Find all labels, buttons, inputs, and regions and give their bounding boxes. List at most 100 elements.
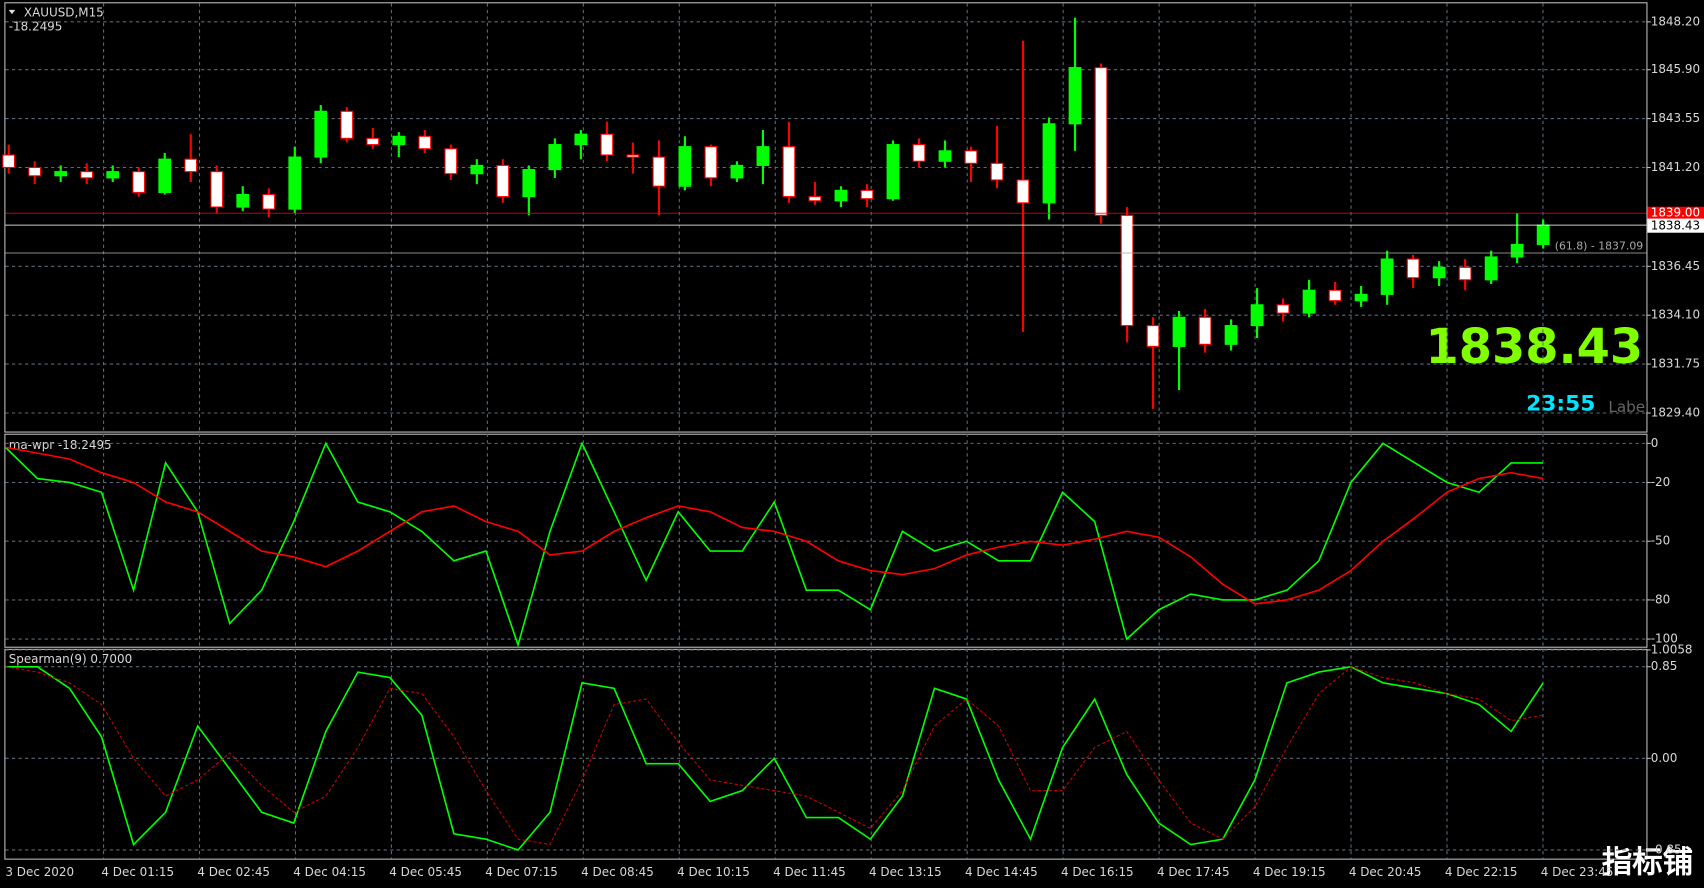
bar-timer: 23:55	[1526, 391, 1595, 416]
candle-body	[262, 193, 276, 210]
y-tick-label: -20	[1651, 475, 1670, 489]
price-tag	[1647, 218, 1704, 233]
y-tick-label: 1.0058	[1651, 642, 1693, 656]
candle-body	[834, 189, 848, 202]
y-tick-label: 1831.75	[1651, 357, 1700, 371]
candle-body	[1250, 304, 1264, 327]
x-tick-label: 4 Dec 14:45	[965, 865, 1038, 879]
candle-body	[1016, 179, 1030, 204]
candle-body	[470, 164, 484, 175]
x-tick-label: 3 Dec 2020	[5, 865, 74, 879]
candle-body	[964, 150, 978, 164]
price-tag-label: 1838.43	[1651, 219, 1700, 233]
candle-body	[1146, 325, 1160, 347]
candle-body	[132, 171, 146, 193]
x-tick-label: 4 Dec 16:15	[1061, 865, 1134, 879]
candle-body	[1198, 316, 1212, 345]
candle-body	[184, 158, 198, 173]
y-tick-label: -50	[1651, 534, 1670, 548]
candle-body	[1510, 243, 1524, 258]
candle-body	[548, 144, 562, 171]
candle-body	[782, 146, 796, 198]
candle-body	[1068, 67, 1082, 125]
panel-title: ma-wpr -18.2495	[9, 438, 112, 452]
candle-body	[236, 193, 250, 208]
candle-body	[886, 144, 900, 200]
x-tick-label: 4 Dec 05:45	[389, 865, 462, 879]
y-tick-label: 1841.20	[1651, 160, 1700, 174]
candle-body	[808, 196, 822, 202]
candle-body	[444, 148, 458, 175]
symbol-title: XAUUSD,M15	[24, 6, 104, 20]
x-tick-label: 4 Dec 01:15	[101, 865, 174, 879]
spearman-panel-frame	[4, 648, 1648, 860]
candle-body	[652, 156, 666, 187]
main-panel-frame	[4, 2, 1648, 433]
plot-layer: 3 Dec 2020 4 Dec 01:15 4 Dec 02:45 4 Dec 04…	[2, 3, 1704, 879]
candle-body	[1536, 224, 1550, 246]
y-tick-label: -100	[1651, 632, 1678, 646]
candle-body	[1094, 67, 1108, 216]
label-text: Label	[1608, 398, 1649, 416]
candle-body	[756, 146, 770, 166]
x-tick-label: 4 Dec 19:15	[1253, 865, 1326, 879]
series-line	[5, 446, 1544, 605]
candle-body	[1328, 289, 1342, 302]
candle-body	[704, 146, 718, 179]
candle-body	[106, 171, 120, 179]
y-tick-label: -80	[1651, 592, 1670, 606]
candle-body	[340, 110, 354, 139]
candle-body	[158, 158, 172, 193]
y-tick-label: 1836.45	[1651, 259, 1700, 273]
y-tick-label: 0.00	[1651, 751, 1678, 765]
candle-body	[1380, 258, 1394, 295]
candle-body	[1224, 325, 1238, 345]
candle-body	[1172, 316, 1186, 347]
candle-body	[1484, 256, 1498, 281]
series-line	[4, 441, 1544, 648]
candle-body	[1120, 214, 1134, 327]
candle-body	[54, 171, 68, 177]
candle-body	[860, 189, 874, 200]
candle-body	[1042, 123, 1056, 204]
y-tick-label: 0	[1651, 436, 1659, 450]
candle-body	[990, 162, 1004, 181]
current-price: 1838.43	[1425, 320, 1643, 375]
y-tick-label: -0.85	[1651, 842, 1682, 856]
panel-title: Spearman(9) 0.7000	[9, 652, 133, 666]
y-tick-label: 0.85	[1651, 659, 1678, 673]
y-tick-label: 1845.90	[1651, 62, 1700, 76]
candle-body	[2, 154, 16, 169]
x-tick-label: 4 Dec 23:45	[1541, 865, 1614, 879]
candle-body	[912, 144, 926, 162]
series-line	[5, 666, 1544, 846]
symbol-menu-icon[interactable]	[8, 9, 16, 15]
candle-body	[574, 133, 588, 146]
x-tick-label: 4 Dec 20:45	[1349, 865, 1422, 879]
x-tick-label: 4 Dec 04:15	[293, 865, 366, 879]
candle-body	[1458, 266, 1472, 281]
price-tag	[1647, 206, 1704, 220]
x-tick-label: 4 Dec 08:45	[581, 865, 654, 879]
x-tick-label: 4 Dec 10:15	[677, 865, 750, 879]
candle-body	[1276, 304, 1290, 314]
x-tick-label: 4 Dec 13:15	[869, 865, 942, 879]
candle-body	[1302, 289, 1316, 314]
candle-body	[522, 169, 536, 198]
fibo-label: (61.8) - 1837.09	[1555, 239, 1643, 252]
candle-body	[938, 150, 952, 162]
watermark: 指标铺	[1602, 846, 1693, 881]
price-tag-label: 1839.00	[1651, 206, 1700, 220]
candle-body	[210, 171, 224, 208]
candle-body	[288, 156, 302, 210]
indicator-value: -18.2495	[9, 20, 63, 34]
candle-body	[678, 146, 692, 187]
candle-body	[1432, 266, 1446, 279]
x-tick-label: 4 Dec 07:15	[485, 865, 558, 879]
y-tick-label: 1848.20	[1651, 14, 1700, 28]
candle-body	[1354, 293, 1368, 302]
y-tick-label: 1829.40	[1651, 405, 1700, 419]
candle-body	[600, 133, 614, 156]
